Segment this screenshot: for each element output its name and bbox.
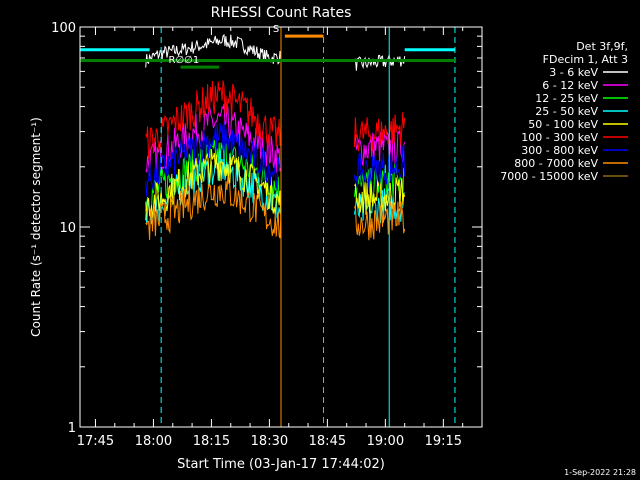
x-tick-label-6: 19:15 [425, 434, 462, 449]
legend-label-0: 3 - 6 keV [549, 66, 598, 79]
x-axis-label: Start Time (03-Jan-17 17:44:02) [177, 457, 385, 472]
legend-label-6: 300 - 800 keV [521, 144, 598, 157]
y-tick-label-0: 1 [68, 421, 76, 436]
series-line-0-seg-0 [145, 33, 282, 68]
legend-label-4: 50 - 100 keV [528, 118, 598, 131]
y-tick-label-1: 10 [59, 221, 76, 236]
chart-title: RHESSI Count Rates [211, 5, 352, 21]
timestamp: 1-Sep-2022 21:28 [564, 468, 636, 477]
series-line-5-seg-1 [353, 111, 406, 152]
flag-label-1: S [273, 24, 279, 35]
y-tick-label-2: 100 [51, 21, 76, 36]
series-layer [145, 33, 406, 241]
series-line-6-seg-1 [353, 144, 406, 189]
series-line-1-seg-0 [145, 103, 282, 176]
legend-header-1: FDecim 1, Att 3 [543, 53, 628, 66]
x-tick-label-4: 18:45 [309, 434, 346, 449]
series-line-0-seg-1 [353, 54, 406, 71]
series-line-7-seg-1 [353, 201, 406, 241]
legend-label-8: 7000 - 15000 keV [500, 170, 598, 183]
flag-label-0: R∅∅1 [169, 55, 200, 66]
series-line-5-seg-0 [145, 80, 282, 159]
series-line-4-seg-0 [145, 149, 282, 221]
legend-label-1: 6 - 12 keV [542, 79, 598, 92]
y-axis-label: Count Rate (s⁻¹ detector segment⁻¹) [29, 117, 43, 337]
x-tick-label-2: 18:15 [193, 434, 230, 449]
legend-label-7: 800 - 7000 keV [514, 157, 598, 170]
series-line-7-seg-0 [145, 176, 282, 241]
x-tick-label-1: 18:00 [135, 434, 172, 449]
legend-header-0: Det 3f,9f, [576, 40, 628, 53]
series-line-6-seg-0 [145, 121, 282, 197]
legend-label-5: 100 - 300 keV [521, 131, 598, 144]
x-tick-label-5: 19:00 [367, 434, 404, 449]
x-tick-label-0: 17:45 [77, 434, 114, 449]
axis-layer: 17:45 18:00 18:15 18:30 18:45 19:00 19:15 1 10 10… [51, 21, 483, 449]
legend-label-3: 25 - 50 keV [535, 105, 598, 118]
x-tick-label-3: 18:30 [251, 434, 288, 449]
legend-label-2: 12 - 25 keV [535, 92, 598, 105]
